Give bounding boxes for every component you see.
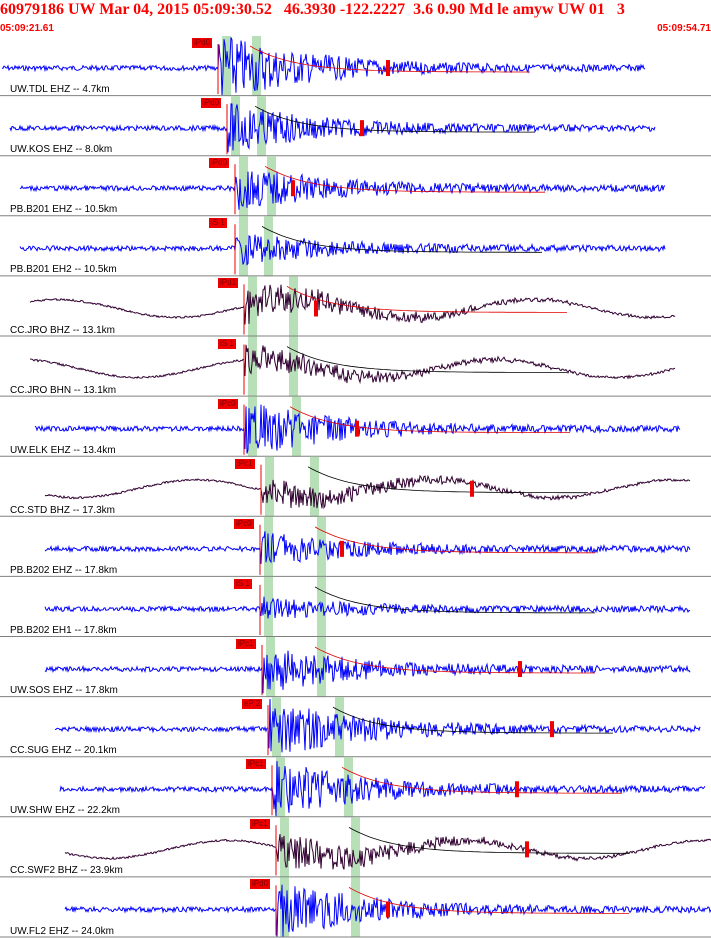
waveform-trace[interactable] <box>29 284 676 325</box>
station-label: UW.SOS EHZ -- 17.8km <box>10 685 118 697</box>
station-label: UW.FL2 EHZ -- 24.0km <box>10 925 114 937</box>
phase-pick-flag[interactable]: iS 1 <box>218 338 236 349</box>
waveform-trace[interactable] <box>1 37 646 96</box>
coda-curve <box>286 346 567 373</box>
waveform-trace[interactable] <box>44 596 691 619</box>
station-label: PB.B201 EHZ -- 10.5km <box>10 204 118 216</box>
waveform-trace[interactable] <box>64 833 711 870</box>
amplitude-marker[interactable] <box>355 420 359 437</box>
phase-pick-flag[interactable]: eP 2 <box>242 699 263 710</box>
station-label: CC.SUG EHZ -- 20.1km <box>10 745 117 757</box>
amplitude-marker[interactable] <box>515 781 519 798</box>
station-label: CC.STD BHZ -- 17.3km <box>10 504 116 516</box>
phase-pick-flag[interactable]: iPc1 <box>246 759 266 770</box>
station-label: PB.B202 EHZ -- 17.8km <box>10 564 118 576</box>
waveform-trace[interactable] <box>54 698 701 753</box>
waveform-trace[interactable] <box>59 761 706 817</box>
phase-pick-flag[interactable]: iPd0 <box>192 38 213 48</box>
amplitude-marker[interactable] <box>291 180 295 197</box>
phase-window <box>317 637 326 698</box>
phase-pick-flag[interactable]: iPd1 <box>218 278 239 289</box>
station-label: CC.JRO BHZ -- 13.1km <box>10 324 116 336</box>
phase-window <box>239 156 248 217</box>
station-label: UW.TDL EHZ -- 4.7km <box>10 84 110 96</box>
amplitude-marker[interactable] <box>360 120 364 137</box>
station-label: UW.ELK EHZ -- 13.4km <box>10 444 116 456</box>
phase-window <box>344 757 353 818</box>
phase-window <box>289 336 298 397</box>
station-label: UW.SHW EHZ -- 22.2km <box>10 805 121 817</box>
phase-pick-flag[interactable]: iPd0 <box>209 158 230 169</box>
amplitude-marker[interactable] <box>470 480 474 497</box>
waveform-trace[interactable] <box>29 344 676 385</box>
phase-pick-flag[interactable]: iPc1 <box>250 819 270 830</box>
coda-curve <box>348 887 629 914</box>
phase-window <box>272 697 281 758</box>
time-start-label: 05:09:21.61 <box>0 23 54 34</box>
time-end-label: 05:09:54.71 <box>657 23 711 34</box>
station-label: PB.B201 EH2 -- 10.5km <box>10 264 117 276</box>
waveform-trace[interactable] <box>44 531 691 564</box>
phase-window <box>248 396 257 457</box>
coda-curve <box>261 226 542 253</box>
phase-pick-flag[interactable]: iPd0 <box>201 98 222 109</box>
amplitude-marker[interactable] <box>550 721 554 738</box>
phase-window <box>310 456 319 517</box>
coda-curve <box>314 586 595 614</box>
phase-window <box>248 276 257 337</box>
amplitude-marker[interactable] <box>314 300 318 317</box>
event-title: 60979186 UW Mar 04, 2015 05:09:30.52 46.… <box>0 1 625 18</box>
waveform-trace[interactable] <box>64 884 711 937</box>
waveform-trace[interactable] <box>44 474 691 510</box>
phase-window <box>280 877 289 938</box>
station-label: PB.B202 EH1 -- 17.8km <box>10 625 117 636</box>
phase-pick-flag[interactable]: iPc1 <box>235 458 255 469</box>
coda-curve <box>307 466 588 494</box>
amplitude-marker[interactable] <box>386 60 390 77</box>
event-header: 60979186 UW Mar 04, 2015 05:09:30.52 46.… <box>0 0 711 36</box>
phase-pick-flag[interactable]: iS 1 <box>234 578 252 589</box>
coda-curve <box>332 706 613 734</box>
amplitude-marker[interactable] <box>525 841 529 858</box>
coda-curve <box>314 646 595 674</box>
station-label: CC.JRO BHN -- 13.1km <box>10 384 117 396</box>
amplitude-marker[interactable] <box>518 661 522 678</box>
station-label: UW.KOS EHZ -- 8.0km <box>10 144 113 156</box>
phase-window <box>264 576 273 637</box>
amplitude-marker[interactable] <box>340 540 344 557</box>
seismogram-traces[interactable] <box>0 36 711 938</box>
waveform-trace[interactable] <box>19 234 666 266</box>
phase-pick-flag[interactable]: iPc0 <box>218 398 238 409</box>
phase-pick-flag[interactable]: iPd0 <box>250 879 271 890</box>
phase-window <box>248 336 257 397</box>
coda-curve <box>264 165 545 193</box>
waveform-trace[interactable] <box>19 171 666 210</box>
phase-pick-flag[interactable]: iPc1 <box>236 639 256 649</box>
phase-window <box>239 216 248 277</box>
amplitude-marker[interactable] <box>386 901 390 918</box>
waveform-trace[interactable] <box>9 103 656 153</box>
phase-pick-flag[interactable]: iS 1 <box>209 218 227 229</box>
coda-curve <box>314 526 595 554</box>
station-label: CC.SWF2 BHZ -- 23.9km <box>10 865 123 877</box>
phase-window <box>292 396 301 457</box>
phase-window <box>264 216 273 277</box>
coda-curve <box>286 286 567 313</box>
coda-curve <box>254 105 535 133</box>
phase-window <box>351 817 360 878</box>
seismogram-panel[interactable]: UW.TDL EHZ -- 4.7km iPd0 UW.KOS EHZ -- 8.0… <box>0 36 711 938</box>
waveform-trace[interactable] <box>44 650 691 694</box>
phase-window <box>257 96 266 157</box>
phase-window <box>276 757 285 818</box>
phase-pick-flag[interactable]: iPc0 <box>234 518 254 529</box>
coda-curve <box>348 827 629 854</box>
coda-curve <box>289 406 570 433</box>
coda-curve <box>341 766 622 794</box>
